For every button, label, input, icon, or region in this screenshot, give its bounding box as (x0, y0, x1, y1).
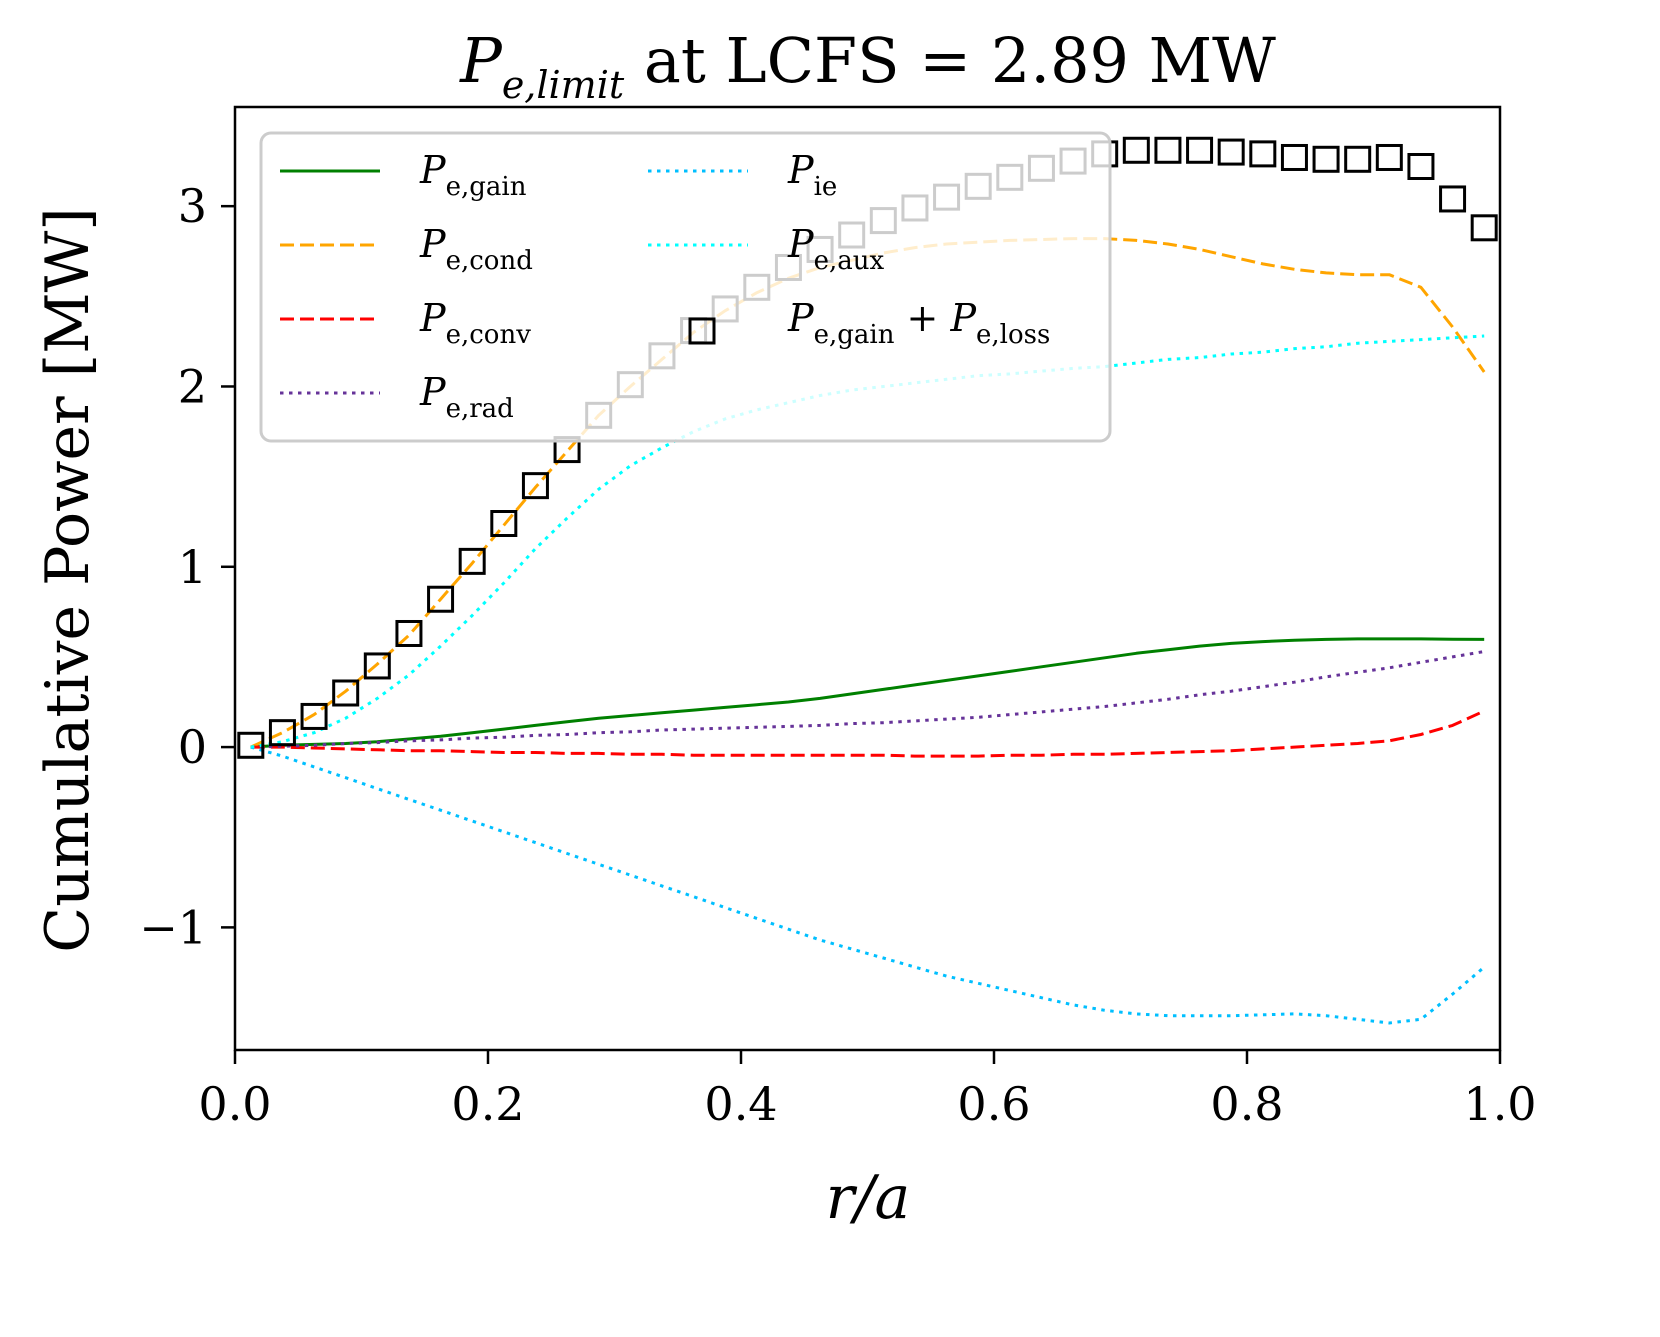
legend: Pe,gainPe,condPe,convPe,radPiePe,auxPe,g… (259, 131, 1112, 443)
data-point-P_e_total (1186, 136, 1214, 164)
legend-entry-P_e_total: Pe,gain + Pe,loss (688, 296, 1050, 350)
legend-label-sub: e,conv (446, 320, 532, 350)
legend-label-plus: + (894, 296, 950, 340)
data-point-P_e_total (237, 731, 265, 759)
x-tick-label: 0.4 (704, 1077, 777, 1131)
data-point-P_e_total (363, 652, 391, 680)
data-point-P_e_total (395, 619, 423, 647)
legend-label: Pe,conv (419, 296, 531, 350)
data-point-P_e_total (1122, 136, 1150, 164)
data-point-P_e_total (490, 510, 518, 538)
series-line-P_e_gain (250, 637, 1485, 749)
chart-title: Pe,limit at LCFS = 2.89 MW (459, 24, 1276, 107)
series-line-P_ie (250, 745, 1486, 1025)
data-point-P_e_total (332, 679, 360, 707)
y-tick-label: 0 (178, 720, 207, 774)
x-tick-label: 1.0 (1463, 1077, 1536, 1131)
title-main: P (459, 24, 503, 97)
y-axis-ticks: −1 0 1 2 3 (139, 179, 235, 954)
data-point-P_e_total (1344, 145, 1372, 173)
x-axis-ticks: 0.0 0.2 0.4 0.6 0.8 1.0 (198, 1050, 1537, 1131)
legend-label-sub: e,gain (814, 320, 895, 350)
x-tick-label: 0.6 (957, 1077, 1030, 1131)
legend-label: Pe,aux (787, 222, 884, 276)
y-tick-label: 2 (178, 359, 207, 413)
legend-label-sub2: e,loss (976, 320, 1050, 350)
data-point-P_e_total (1249, 140, 1277, 168)
legend-frame (259, 131, 1112, 443)
axes-frame (233, 105, 1502, 1052)
title-subscript: e,limit (502, 63, 625, 107)
legend-label-main: P (787, 296, 815, 340)
data-point-P_e_total (1407, 153, 1435, 181)
legend-label-sub: ie (814, 172, 838, 202)
legend-entry-P_e_aux: Pe,aux (648, 222, 884, 276)
legend-entries: Pe,gainPe,condPe,convPe,radPiePe,auxPe,g… (280, 148, 1050, 424)
legend-label-main: P (419, 296, 447, 340)
data-point-P_e_total (458, 547, 486, 575)
data-point-P_e_total (1439, 185, 1467, 213)
data-point-P_e_total (268, 719, 296, 747)
data-point-P_e_total (427, 585, 455, 613)
legend-label-main: P (787, 148, 815, 192)
x-tick-label: 0.0 (198, 1077, 271, 1131)
legend-label-sub: e,cond (446, 246, 533, 276)
legend-label-main: P (419, 148, 447, 192)
y-tick-label: 1 (178, 540, 207, 594)
x-axis-label: r/a (826, 1163, 911, 1233)
legend-entry-P_e_rad: Pe,rad (280, 370, 514, 424)
legend-entry-P_e_conv: Pe,conv (280, 296, 531, 350)
y-tick-label: −1 (139, 900, 207, 954)
data-point-P_e_total (1375, 143, 1403, 171)
data-point-P_e_total (300, 702, 328, 730)
y-tick-label: 3 (178, 179, 207, 233)
legend-marker (688, 317, 716, 345)
x-tick-label: 0.2 (451, 1077, 524, 1131)
series-line-P_e_conv (250, 709, 1485, 758)
legend-label-sub: e,gain (446, 172, 527, 202)
data-point-P_e_total (1312, 145, 1340, 173)
legend-label-main: P (419, 370, 447, 414)
legend-label: Pe,rad (419, 370, 514, 424)
legend-label-main: P (787, 222, 815, 266)
legend-label: Pe,gain + Pe,loss (787, 296, 1050, 350)
legend-entry-P_e_gain: Pe,gain (280, 148, 527, 202)
legend-label: Pe,cond (419, 222, 533, 276)
x-tick-label: 0.8 (1210, 1077, 1283, 1131)
legend-entry-P_ie: Pie (648, 148, 837, 202)
legend-label-main: P (419, 222, 447, 266)
legend-label: Pe,gain (419, 148, 527, 202)
data-point-P_e_total (521, 472, 549, 500)
legend-label-sub: e,aux (814, 246, 885, 276)
data-point-P_e_total (1470, 214, 1498, 242)
legend-entry-P_e_cond: Pe,cond (280, 222, 533, 276)
y-axis-label: Cumulative Power [MW] (33, 207, 103, 952)
title-rest: at LCFS = 2.89 MW (624, 24, 1276, 97)
data-point-P_e_total (1217, 138, 1245, 166)
data-point-P_e_total (1280, 143, 1308, 171)
legend-label-main2: P (949, 296, 977, 340)
legend-label: Pie (787, 148, 837, 202)
data-point-P_e_total (1154, 136, 1182, 164)
legend-label-sub: e,rad (446, 394, 514, 424)
series-line-P_e_aux (250, 334, 1485, 749)
